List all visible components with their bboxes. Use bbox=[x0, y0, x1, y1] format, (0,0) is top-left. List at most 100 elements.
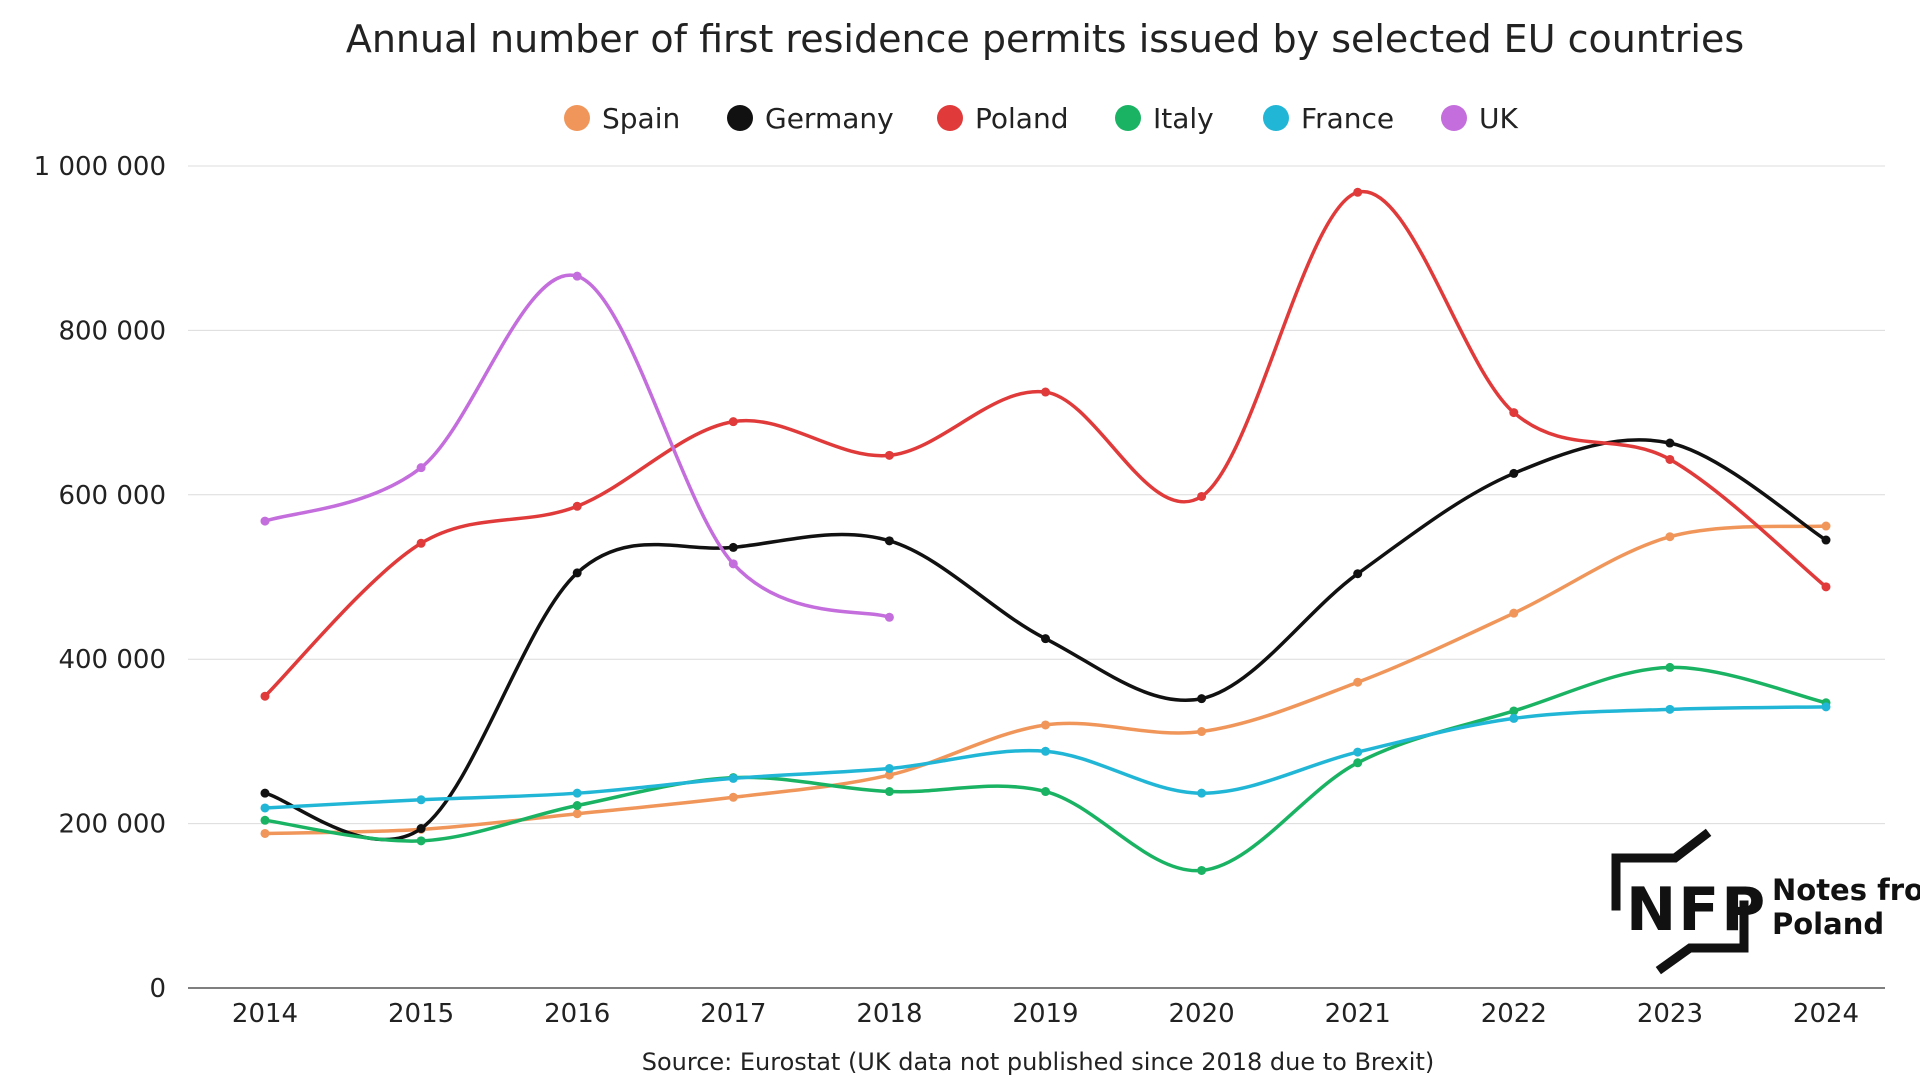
data-point-italy bbox=[1665, 662, 1675, 672]
legend-swatch bbox=[937, 105, 963, 131]
legend-label: Italy bbox=[1153, 102, 1214, 135]
legend-swatch bbox=[1441, 105, 1467, 131]
data-point-germany bbox=[572, 568, 582, 578]
data-point-france bbox=[1509, 713, 1519, 723]
x-tick-label: 2014 bbox=[232, 999, 298, 1029]
legend-item-france: France bbox=[1263, 102, 1394, 135]
y-tick-label: 400 000 bbox=[58, 645, 166, 675]
data-point-poland bbox=[572, 501, 582, 511]
legend-swatch bbox=[1263, 105, 1289, 131]
data-point-germany bbox=[1353, 569, 1363, 579]
data-point-uk bbox=[728, 559, 738, 569]
logo-line-2: Poland bbox=[1772, 907, 1884, 941]
x-tick-label: 2015 bbox=[388, 999, 454, 1029]
data-point-italy bbox=[1041, 787, 1050, 797]
x-tick-label: 2016 bbox=[544, 999, 610, 1029]
data-point-france bbox=[572, 788, 582, 798]
data-point-italy bbox=[260, 815, 270, 825]
series-lines bbox=[260, 187, 1831, 875]
data-point-germany bbox=[260, 788, 270, 798]
data-point-france bbox=[1821, 702, 1831, 712]
series-france bbox=[260, 702, 1831, 813]
legend-swatch bbox=[1115, 105, 1141, 131]
series-uk bbox=[260, 271, 894, 622]
data-point-spain bbox=[1665, 532, 1675, 542]
series-italy bbox=[260, 662, 1831, 875]
x-tick-label: 2018 bbox=[856, 999, 922, 1029]
data-point-france bbox=[1041, 746, 1050, 756]
x-axis-ticks: 2014 2015 2016 2017 2018 2019 2020 2021 2022 2023… bbox=[232, 999, 1859, 1029]
data-point-spain bbox=[1821, 521, 1831, 531]
legend-label: UK bbox=[1479, 102, 1518, 135]
x-tick-label: 2023 bbox=[1637, 999, 1703, 1029]
data-point-italy bbox=[1197, 865, 1207, 875]
data-point-italy bbox=[572, 801, 582, 811]
x-tick-label: 2019 bbox=[1012, 999, 1078, 1029]
x-tick-label: 2020 bbox=[1169, 999, 1235, 1029]
data-point-poland bbox=[1197, 491, 1207, 501]
data-point-italy bbox=[884, 787, 894, 797]
data-point-germany bbox=[1197, 694, 1207, 704]
data-point-spain bbox=[572, 809, 582, 819]
series-spain bbox=[260, 521, 1831, 838]
data-point-spain bbox=[1197, 727, 1207, 737]
x-tick-label: 2024 bbox=[1793, 999, 1859, 1029]
data-point-uk bbox=[416, 463, 426, 473]
legend: Spain Germany Poland Italy France UK bbox=[564, 102, 1518, 135]
data-point-italy bbox=[1509, 706, 1519, 716]
data-point-france bbox=[1197, 788, 1207, 798]
y-tick-label: 0 bbox=[149, 974, 166, 1004]
y-axis-ticks: 0 200 000 400 000 600 000 800 000 1 000 000 bbox=[34, 152, 166, 1004]
y-tick-label: 600 000 bbox=[58, 481, 166, 511]
legend-label: Spain bbox=[602, 102, 680, 135]
data-point-spain bbox=[1509, 608, 1519, 618]
data-point-uk bbox=[260, 516, 270, 526]
data-point-france bbox=[1353, 747, 1363, 757]
x-tick-label: 2017 bbox=[700, 999, 766, 1029]
series-line-germany bbox=[263, 438, 1828, 842]
data-point-spain bbox=[1041, 720, 1050, 730]
series-line-italy bbox=[263, 665, 1828, 873]
data-point-poland bbox=[1353, 187, 1363, 197]
data-point-poland bbox=[1665, 454, 1675, 464]
legend-label: France bbox=[1301, 102, 1394, 135]
chart-title: Annual number of first residence permits… bbox=[346, 17, 1744, 61]
data-point-germany bbox=[416, 824, 426, 834]
data-point-france bbox=[260, 803, 270, 813]
y-tick-label: 800 000 bbox=[58, 316, 166, 346]
data-point-germany bbox=[1041, 634, 1050, 644]
data-point-uk bbox=[884, 612, 894, 622]
series-germany bbox=[260, 438, 1831, 842]
data-point-spain bbox=[884, 770, 894, 780]
logo-line-1: Notes from bbox=[1772, 873, 1920, 907]
data-point-germany bbox=[728, 542, 738, 552]
data-point-poland bbox=[884, 450, 894, 460]
data-point-germany bbox=[884, 536, 894, 546]
data-point-poland bbox=[1509, 408, 1519, 418]
legend-item-poland: Poland bbox=[937, 102, 1068, 135]
series-poland bbox=[260, 187, 1831, 701]
x-tick-label: 2021 bbox=[1325, 999, 1391, 1029]
y-tick-label: 1 000 000 bbox=[34, 152, 166, 182]
legend-item-uk: UK bbox=[1441, 102, 1518, 135]
data-point-italy bbox=[416, 836, 426, 846]
data-point-poland bbox=[728, 417, 738, 427]
legend-label: Germany bbox=[765, 102, 894, 135]
legend-swatch bbox=[727, 105, 753, 131]
data-point-germany bbox=[1821, 535, 1831, 545]
data-point-spain bbox=[728, 792, 738, 802]
data-point-france bbox=[884, 764, 894, 774]
legend-item-spain: Spain bbox=[564, 102, 680, 135]
legend-item-italy: Italy bbox=[1115, 102, 1214, 135]
data-point-poland bbox=[1821, 582, 1831, 592]
series-line-uk bbox=[263, 273, 892, 620]
logo-mark: NFP bbox=[1626, 875, 1767, 945]
source-note: Source: Eurostat (UK data not published … bbox=[642, 1048, 1435, 1076]
data-point-france bbox=[416, 795, 426, 805]
legend-swatch bbox=[564, 105, 590, 131]
x-tick-label: 2022 bbox=[1481, 999, 1547, 1029]
data-point-germany bbox=[1509, 468, 1519, 478]
data-point-france bbox=[728, 773, 738, 783]
data-point-france bbox=[1665, 704, 1675, 714]
